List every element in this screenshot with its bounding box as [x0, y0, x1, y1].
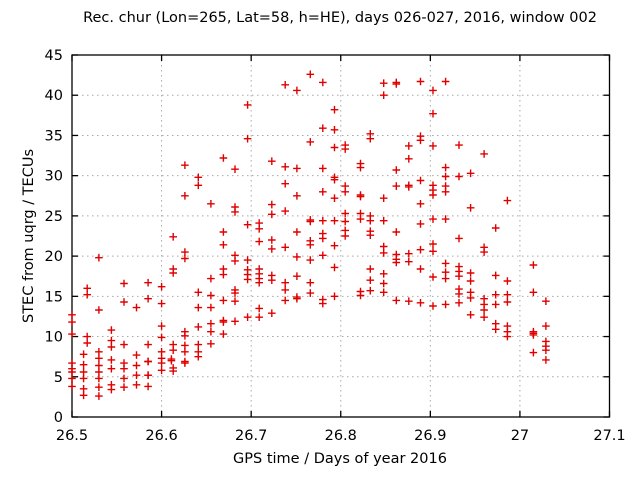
axes — [71, 54, 611, 418]
svg-text:5: 5 — [54, 370, 63, 386]
chart-title: Rec. chur (Lon=265, Lat=58, h=HE), days … — [83, 10, 597, 26]
svg-text:15: 15 — [45, 289, 63, 305]
svg-text:10: 10 — [45, 330, 63, 346]
data-points — [68, 70, 550, 400]
svg-text:27: 27 — [511, 428, 529, 444]
svg-text:30: 30 — [45, 169, 63, 185]
svg-text:35: 35 — [45, 128, 63, 144]
svg-text:45: 45 — [45, 48, 63, 64]
svg-text:20: 20 — [45, 249, 63, 265]
gridlines — [72, 55, 610, 417]
svg-text:0: 0 — [54, 410, 63, 426]
svg-text:26.8: 26.8 — [325, 428, 357, 444]
svg-text:26.9: 26.9 — [414, 428, 446, 444]
y-axis-label: STEC from uqrg / TECUs — [21, 148, 37, 324]
svg-text:27.1: 27.1 — [593, 428, 625, 444]
svg-text:25: 25 — [45, 209, 63, 225]
svg-text:26.6: 26.6 — [145, 428, 177, 444]
x-axis-label: GPS time / Days of year 2016 — [233, 451, 447, 467]
svg-text:40: 40 — [45, 88, 63, 104]
x-tick-labels: 26.5 26.6 26.7 26.8 26.9 27 27.1 — [56, 428, 626, 444]
y-tick-labels: 0 5 10 15 20 25 30 35 40 45 — [45, 48, 63, 426]
svg-text:26.5: 26.5 — [56, 428, 88, 444]
svg-text:26.7: 26.7 — [235, 428, 267, 444]
